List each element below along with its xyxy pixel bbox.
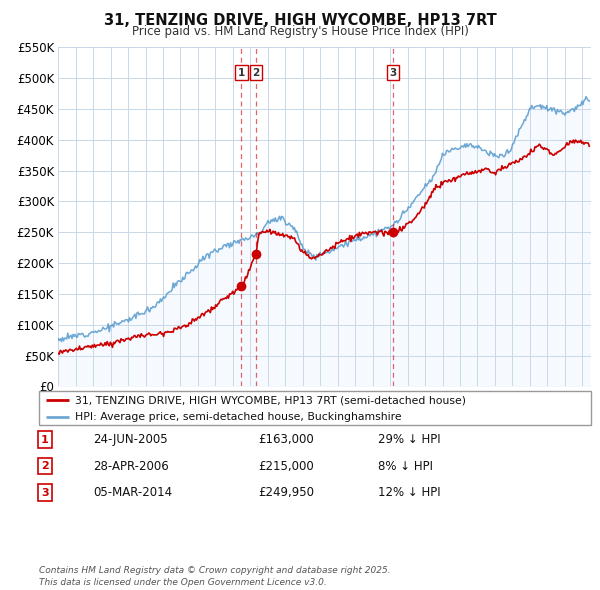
FancyBboxPatch shape <box>39 391 591 425</box>
Text: 29% ↓ HPI: 29% ↓ HPI <box>378 433 440 446</box>
Text: £249,950: £249,950 <box>258 486 314 499</box>
Text: 28-APR-2006: 28-APR-2006 <box>93 460 169 473</box>
Text: 3: 3 <box>41 488 49 497</box>
Text: 24-JUN-2005: 24-JUN-2005 <box>93 433 167 446</box>
Text: 2: 2 <box>41 461 49 471</box>
Text: Price paid vs. HM Land Registry's House Price Index (HPI): Price paid vs. HM Land Registry's House … <box>131 25 469 38</box>
Text: Contains HM Land Registry data © Crown copyright and database right 2025.
This d: Contains HM Land Registry data © Crown c… <box>39 566 391 587</box>
Text: 8% ↓ HPI: 8% ↓ HPI <box>378 460 433 473</box>
Text: 1: 1 <box>238 68 245 78</box>
Text: 05-MAR-2014: 05-MAR-2014 <box>93 486 172 499</box>
Text: 12% ↓ HPI: 12% ↓ HPI <box>378 486 440 499</box>
Text: HPI: Average price, semi-detached house, Buckinghamshire: HPI: Average price, semi-detached house,… <box>75 412 401 422</box>
Text: 2: 2 <box>253 68 260 78</box>
Text: £215,000: £215,000 <box>258 460 314 473</box>
Text: £163,000: £163,000 <box>258 433 314 446</box>
Text: 31, TENZING DRIVE, HIGH WYCOMBE, HP13 7RT (semi-detached house): 31, TENZING DRIVE, HIGH WYCOMBE, HP13 7R… <box>75 395 466 405</box>
Text: 31, TENZING DRIVE, HIGH WYCOMBE, HP13 7RT: 31, TENZING DRIVE, HIGH WYCOMBE, HP13 7R… <box>104 13 496 28</box>
Text: 3: 3 <box>389 68 397 78</box>
Text: 1: 1 <box>41 435 49 444</box>
